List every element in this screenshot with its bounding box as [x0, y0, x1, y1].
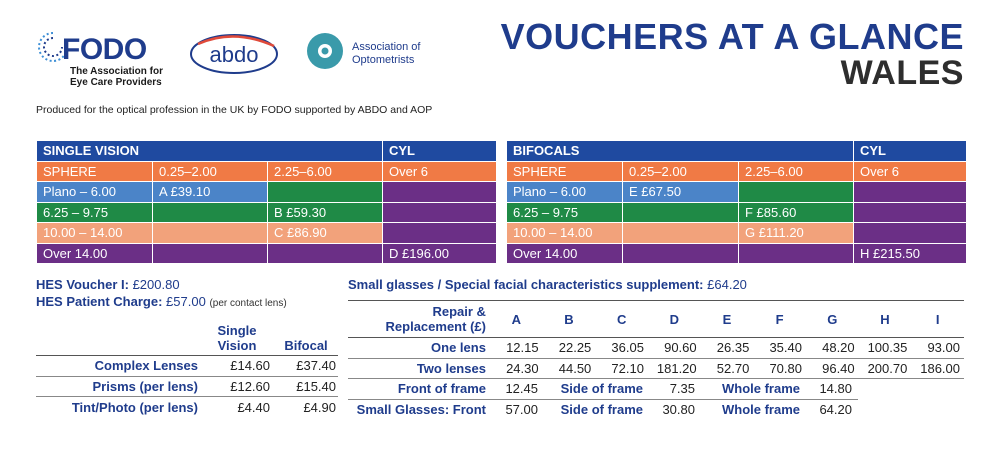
hes-voucher: HES Voucher I: £200.80: [36, 277, 180, 292]
page-title: VOUCHERS AT A GLANCE: [500, 16, 964, 57]
bf-cell: [623, 223, 739, 244]
repair-replacement-table: Repair & Replacement (£) A B C D E F G H …: [348, 300, 964, 420]
sv-cell: [268, 182, 383, 203]
bf-row-label: 10.00 – 14.00: [507, 223, 623, 244]
aop-logo-text: Association of Optometrists: [352, 41, 421, 66]
sv-cell: A £39.10: [153, 182, 268, 203]
abdo-logo-text: abdo: [209, 42, 259, 67]
bf-cell: [854, 182, 967, 203]
table-row: Small Glasses: Front 57.00 Side of frame…: [356, 402, 852, 418]
col-single-vision: Single Vision: [217, 323, 257, 353]
sv-cell: [383, 182, 497, 203]
bf-cell: H £215.50: [854, 243, 967, 264]
col-bifocal: Bifocal: [284, 338, 328, 353]
sv-col-3: Over 6: [383, 161, 497, 182]
table-row: Front of frame 12.45 Side of frame 7.35 …: [348, 379, 858, 400]
abdo-logo-oval: [190, 34, 278, 74]
produced-by-note: Produced for the optical profession in t…: [36, 104, 433, 116]
sv-cell: [268, 243, 383, 264]
sv-cyl-header: CYL: [383, 141, 497, 162]
sv-cell: D £196.00: [383, 243, 497, 264]
table-row: Two lenses 24.30 44.50 72.10 181.20 52.7…: [348, 359, 964, 379]
sv-row-label: Plano – 6.00: [37, 182, 153, 203]
page-subtitle-region: WALES: [840, 54, 964, 92]
sv-col-1: 0.25–2.00: [153, 161, 268, 182]
sv-header: SINGLE VISION: [37, 141, 383, 162]
bf-header: BIFOCALS: [507, 141, 854, 162]
bf-cell: [623, 202, 739, 223]
sv-row-label: 10.00 – 14.00: [37, 223, 153, 244]
bf-row-label: Over 14.00: [507, 243, 623, 264]
sv-cell: [153, 243, 268, 264]
sv-cell: [383, 223, 497, 244]
bf-row-label: Plano – 6.00: [507, 182, 623, 203]
sv-cell: [383, 202, 497, 223]
table-header-row: Single Vision Bifocal: [36, 318, 338, 356]
fodo-logo-text: FODO: [62, 33, 147, 66]
table-row: Prisms (per lens) £12.60 £15.40: [36, 377, 338, 397]
bf-col-2: 2.25–6.00: [739, 161, 854, 182]
table-header-row: Repair & Replacement (£) A B C D E F G H …: [348, 300, 964, 338]
sv-col-2: 2.25–6.00: [268, 161, 383, 182]
bifocals-grid: BIFOCALS CYL SPHERE 0.25–2.00 2.25–6.00 …: [506, 140, 967, 265]
fodo-logo-mark: [38, 32, 68, 62]
table-row: One lens 12.15 22.25 36.05 90.60 26.35 3…: [348, 338, 964, 359]
bf-cell: [739, 243, 854, 264]
sv-cell: [153, 202, 268, 223]
bf-cell: [739, 182, 854, 203]
sv-sphere-label: SPHERE: [37, 161, 153, 182]
bf-cell: F £85.60: [739, 202, 854, 223]
lens-supplement-table: Single Vision Bifocal Complex Lenses £14.…: [36, 318, 338, 418]
sv-cell: [153, 223, 268, 244]
sv-row-label: Over 14.00: [37, 243, 153, 264]
bf-cell: [854, 202, 967, 223]
table-row: Tint/Photo (per lens) £4.40 £4.90: [71, 399, 336, 415]
supplement-note: Small glasses / Special facial character…: [348, 277, 747, 292]
bf-cell: [854, 223, 967, 244]
table-row: Complex Lenses £14.60 £37.40: [36, 356, 338, 377]
bf-sphere-label: SPHERE: [507, 161, 623, 182]
sv-row-label: 6.25 – 9.75: [37, 202, 153, 223]
bf-row-label: 6.25 – 9.75: [507, 202, 623, 223]
hes-patient-charge: HES Patient Charge: £57.00 (per contact …: [36, 294, 287, 309]
aop-logo-icon: [307, 33, 343, 69]
bf-cell: [623, 243, 739, 264]
single-vision-grid: SINGLE VISION CYL SPHERE 0.25–2.00 2.25–…: [36, 140, 497, 265]
bf-cell: E £67.50: [623, 182, 739, 203]
bf-cell: G £111.20: [739, 223, 854, 244]
bf-cyl-header: CYL: [854, 141, 967, 162]
repair-header-label: Repair & Replacement (£): [385, 304, 486, 334]
fodo-tagline: The Association for Eye Care Providers: [70, 66, 163, 88]
bf-col-1: 0.25–2.00: [623, 161, 739, 182]
bf-col-3: Over 6: [854, 161, 967, 182]
sv-cell: B £59.30: [268, 202, 383, 223]
sv-cell: C £86.90: [268, 223, 383, 244]
